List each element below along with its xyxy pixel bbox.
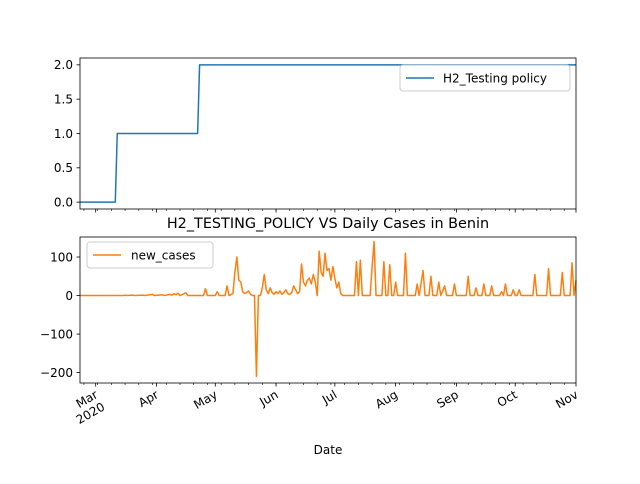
bottom-plot-frame (79, 236, 577, 384)
top-y-axis-ticks: 0.0 0.5 1.0 1.5 2.0 (54, 58, 80, 209)
bottom-series-lines (80, 240, 577, 378)
x-tick-label-line: Jul (319, 387, 339, 407)
x-tick-label: Jul (319, 387, 339, 407)
y-tick-label: 100 (50, 250, 73, 264)
top-legend-label: H2_Testing policy (443, 72, 547, 86)
top-plot-frame (79, 57, 577, 210)
x-tick-label: Mar2020 (67, 387, 108, 427)
bottom-legend: new_cases (86, 241, 214, 269)
x-tick-label: Aug (373, 387, 400, 411)
chart-title: H2_TESTING_POLICY VS Daily Cases in Beni… (167, 216, 489, 232)
top-legend: H2_Testing policy (399, 64, 571, 92)
y-tick-label: 0.5 (54, 161, 73, 175)
x-axis-label: Date (314, 443, 343, 457)
x-tick-label-line: Aug (373, 387, 400, 411)
top-series-lines (80, 64, 576, 203)
bottom-y-axis-ticks: −200 −100 0 100 (40, 250, 80, 380)
x-tick-label: Sep (434, 387, 461, 410)
top-x-axis-ticks (83, 209, 577, 213)
new-cases-line (80, 240, 577, 378)
y-tick-label: −200 (40, 366, 73, 380)
x-tick-label-line: Nov (553, 387, 580, 411)
bottom-legend-label: new_cases (131, 249, 196, 263)
top-legend-box (399, 64, 571, 92)
x-tick-label: May (191, 387, 219, 412)
x-tick-label: Oct (495, 387, 520, 410)
x-tick-label-line: Sep (434, 387, 461, 410)
bottom-chart-panel: −200 −100 0 100 Mar2020 Apr May Jun Jul Aug Sep Oc… (40, 236, 581, 427)
x-tick-label: Jun (256, 387, 280, 409)
x-tick-label-line: May (191, 387, 219, 412)
y-tick-label: 0 (65, 289, 73, 303)
x-tick-label: Apr (136, 387, 161, 410)
x-tick-label-line: Jun (256, 387, 280, 409)
testing-policy-line (80, 64, 576, 203)
y-tick-label: 1.0 (54, 127, 73, 141)
bottom-legend-box (86, 241, 214, 269)
x-tick-label-line: Oct (495, 387, 520, 410)
top-chart-panel: 0.0 0.5 1.0 1.5 2.0 H2_Testing policy (54, 57, 577, 213)
y-tick-label: 2.0 (54, 58, 73, 72)
bottom-x-axis-ticks: Mar2020 Apr May Jun Jul Aug Sep Oct Nov (67, 383, 581, 427)
y-tick-label: −100 (40, 327, 73, 341)
y-tick-label: 1.5 (54, 92, 73, 106)
y-tick-label: 0.0 (54, 195, 73, 209)
x-tick-label: Nov (553, 387, 580, 411)
x-tick-label-line: Apr (136, 387, 161, 410)
